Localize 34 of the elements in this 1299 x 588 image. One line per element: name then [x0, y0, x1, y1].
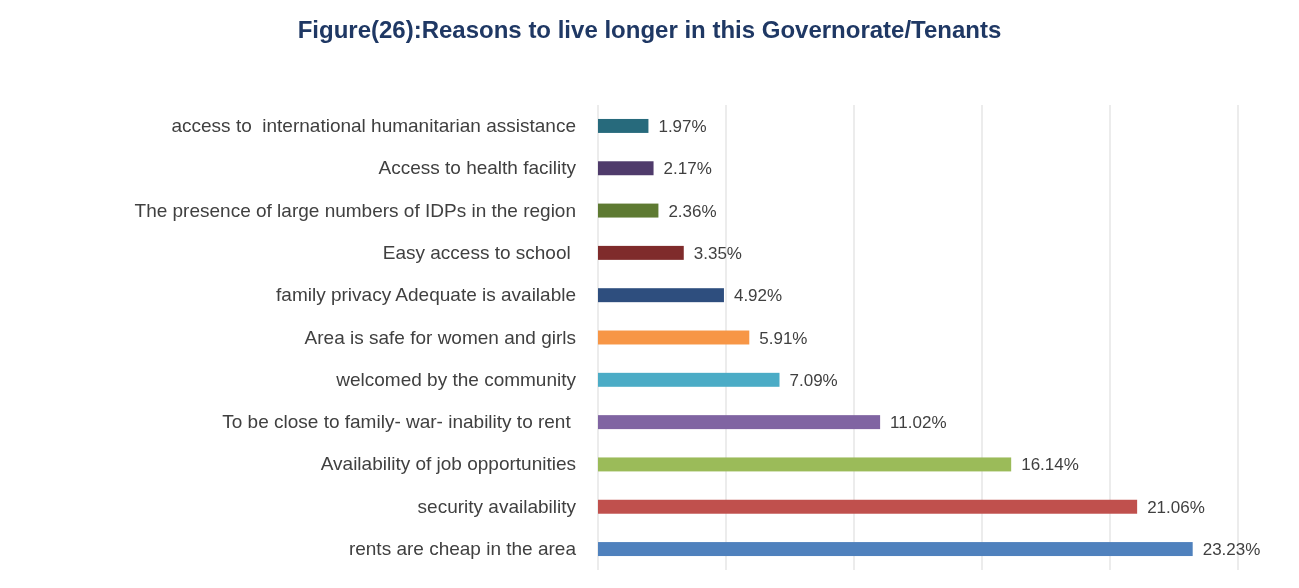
data-label: 23.23% [1202, 540, 1261, 560]
data-label: 11.02% [890, 413, 947, 433]
data-label: 5.91% [759, 328, 808, 348]
y-tick-label: Area is safe for women and girls [304, 326, 576, 348]
data-label: 2.36% [668, 201, 717, 221]
bar [598, 457, 1012, 472]
y-tick-label: Easy access to school [382, 241, 576, 263]
y-tick-label: access to international humanitarian assistance [171, 114, 576, 136]
bar [598, 203, 659, 218]
y-tick-label: family privacy Adequate is available [276, 284, 576, 306]
y-tick-label: Access to health facility [378, 157, 577, 179]
data-label: 4.92% [733, 286, 783, 306]
y-tick-label: welcomed by the community [335, 368, 577, 390]
data-label: 21.06% [1147, 497, 1205, 517]
bar [598, 245, 684, 260]
bar [598, 118, 649, 133]
bar [598, 415, 881, 430]
y-tick-label: rents are cheap in the area [348, 538, 577, 560]
bar [598, 330, 750, 345]
bar [598, 161, 654, 176]
bar [598, 499, 1138, 514]
bar [598, 372, 780, 387]
bar [598, 288, 724, 303]
data-label: 16.14% [1021, 455, 1079, 475]
data-label: 1.97% [658, 116, 707, 136]
bar [598, 542, 1193, 557]
data-label: 3.35% [693, 243, 742, 263]
y-tick-label: security availability [417, 495, 577, 517]
data-label: 7.09% [789, 370, 838, 390]
y-tick-label: To be close to family- war- inability to rent [222, 411, 576, 433]
data-label: 2.17% [663, 159, 712, 179]
chart-title: Figure(26):Reasons to live longer in this Governorate/Tenants [297, 16, 1002, 43]
y-tick-label: The presence of large numbers of IDPs in the region [134, 199, 576, 221]
y-tick-label: Availability of job opportunities [320, 453, 576, 475]
